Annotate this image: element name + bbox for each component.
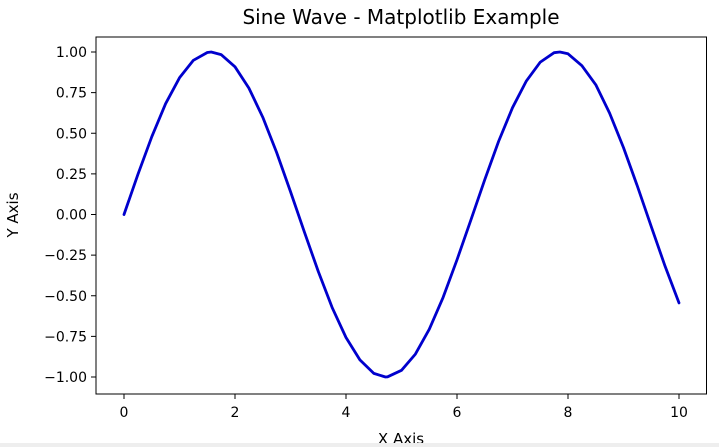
y-tick-label: 0.25 bbox=[56, 167, 87, 183]
y-axis-ticks: 1.00 0.75 0.50 0.25 0.00 −0.25 −0.50 −0.75 −1.00 bbox=[44, 45, 96, 386]
y-tick-label: 0.00 bbox=[56, 208, 87, 224]
x-tick-label: 8 bbox=[564, 405, 573, 421]
x-axis-ticks: 0 2 4 6 8 10 bbox=[120, 394, 688, 421]
y-tick-label: −0.25 bbox=[44, 248, 87, 264]
x-tick-label: 0 bbox=[120, 405, 129, 421]
y-tick-label: 0.75 bbox=[56, 86, 87, 102]
y-tick-label: −0.75 bbox=[44, 329, 87, 345]
chart-title: Sine Wave - Matplotlib Example bbox=[242, 5, 559, 29]
y-tick-label: −0.50 bbox=[44, 289, 87, 305]
y-axis-label: Y Axis bbox=[4, 192, 22, 238]
plot-lines bbox=[122, 50, 681, 379]
x-tick-label: 6 bbox=[453, 405, 462, 421]
x-tick-label: 4 bbox=[342, 405, 351, 421]
plot-area bbox=[95, 36, 707, 395]
window-bottom-edge bbox=[0, 443, 719, 447]
x-axis-label: X Axis bbox=[378, 430, 424, 447]
sine-line bbox=[122, 50, 681, 379]
y-tick-label: −1.00 bbox=[44, 370, 87, 386]
x-tick-label: 10 bbox=[670, 405, 688, 421]
y-tick-label: 0.50 bbox=[56, 126, 87, 142]
y-tick-label: 1.00 bbox=[56, 45, 87, 61]
x-tick-label: 2 bbox=[231, 405, 240, 421]
